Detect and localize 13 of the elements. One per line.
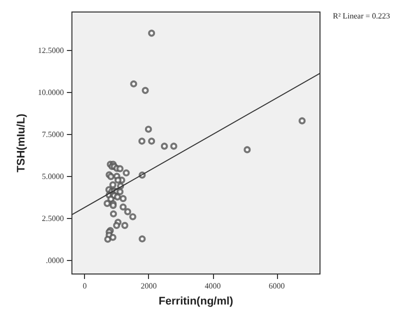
y-tick-label: 5.0000 <box>42 172 64 182</box>
y-tick-label: .0000 <box>46 256 64 266</box>
x-tick-label: 0 <box>82 282 87 290</box>
x-tick-label: 2000 <box>140 282 157 290</box>
x-tick-label: 6000 <box>268 282 285 290</box>
x-axis-title: Ferritin(ng/ml) <box>158 296 234 308</box>
x-tick-label: 4000 <box>204 282 221 290</box>
y-tick-label: 2.5000 <box>42 214 64 224</box>
text: R² Linear = 0.223 <box>332 12 390 20</box>
y-tick-label: 10.0000 <box>38 88 64 98</box>
y-axis-title: TSH(mIu/L) <box>16 113 28 172</box>
y-tick-label: 12.5000 <box>38 46 64 56</box>
y-tick-label: 7.5000 <box>42 130 64 140</box>
